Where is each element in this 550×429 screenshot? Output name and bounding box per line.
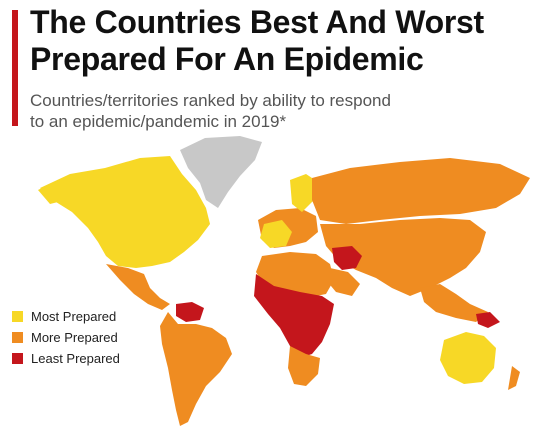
legend-item-most-prepared: Most Prepared xyxy=(12,306,120,327)
map-region-new-zealand xyxy=(508,366,520,390)
map-region-mexico xyxy=(106,264,170,310)
legend-item-more-prepared: More Prepared xyxy=(12,327,120,348)
subtitle: Countries/territories ranked by ability … xyxy=(30,90,530,132)
map-region-australia xyxy=(440,332,496,384)
map-region-venezuela xyxy=(176,302,204,322)
map-region-africa-central xyxy=(254,274,334,358)
subtitle-line-2: to an epidemic/pandemic in 2019* xyxy=(30,112,287,131)
legend-item-least-prepared: Least Prepared xyxy=(12,348,120,369)
map-region-alaska xyxy=(38,180,72,204)
map-region-south-america xyxy=(160,312,232,426)
map-region-southeast-asia xyxy=(420,284,488,322)
title-accent-bar xyxy=(12,10,18,126)
map-region-scandinavia xyxy=(290,174,318,212)
map-region-western-europe xyxy=(260,220,292,248)
map-region-papua xyxy=(476,312,500,328)
map-region-arabia xyxy=(326,268,360,296)
map-region-asia xyxy=(320,218,486,296)
title-line-1: The Countries Best And Worst xyxy=(30,4,484,40)
subtitle-line-1: Countries/territories ranked by ability … xyxy=(30,91,391,110)
legend-label: Least Prepared xyxy=(31,351,120,366)
legend-swatch xyxy=(12,353,23,364)
legend-label: More Prepared xyxy=(31,330,118,345)
map-region-russia xyxy=(312,158,530,224)
title-line-2: Prepared For An Epidemic xyxy=(30,41,424,77)
map-region-greenland xyxy=(180,136,262,208)
legend-label: Most Prepared xyxy=(31,309,117,324)
page-title: The Countries Best And Worst Prepared Fo… xyxy=(30,4,540,78)
world-map xyxy=(38,136,530,426)
map-region-north-america xyxy=(40,156,210,268)
map-region-middle-east xyxy=(332,246,362,270)
legend-swatch xyxy=(12,332,23,343)
legend-swatch xyxy=(12,311,23,322)
legend: Most Prepared More Prepared Least Prepar… xyxy=(12,306,120,369)
map-region-africa-south xyxy=(288,346,320,386)
